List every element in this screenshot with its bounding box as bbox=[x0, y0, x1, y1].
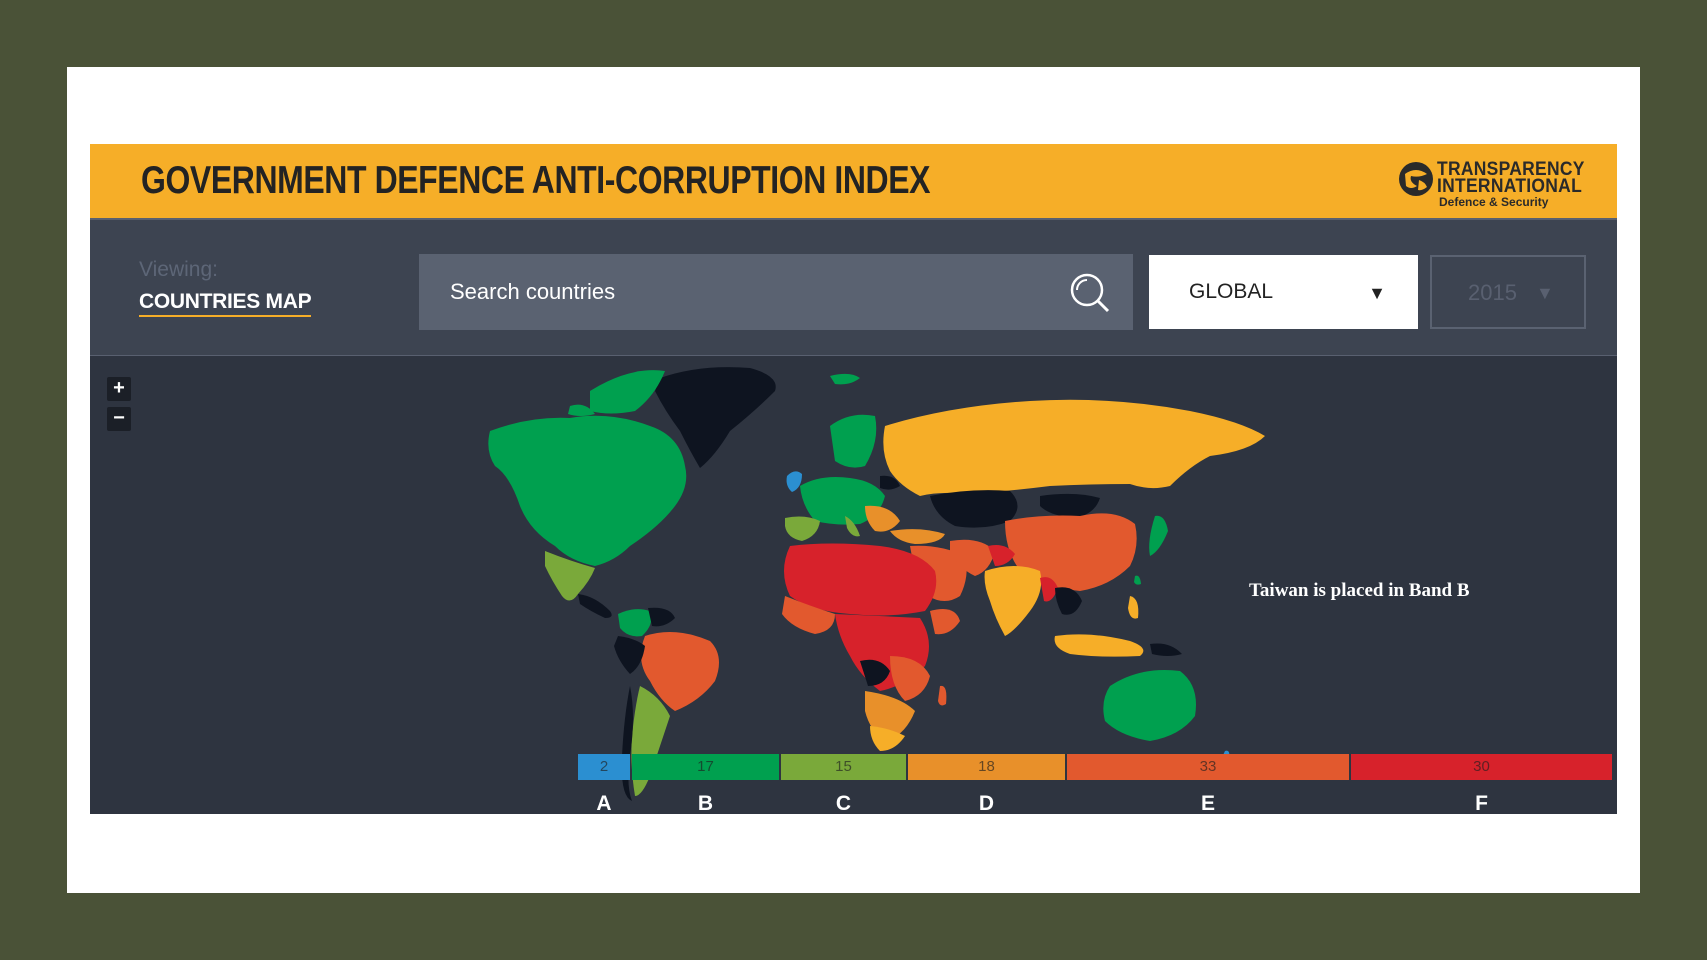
band-c[interactable]: 15 C bbox=[781, 754, 906, 814]
search-input[interactable]: Search countries bbox=[419, 254, 1133, 330]
zoom-in-button[interactable]: + bbox=[107, 377, 131, 401]
search-icon[interactable] bbox=[1067, 270, 1111, 314]
header-bar: GOVERNMENT DEFENCE ANTI-CORRUPTION INDEX… bbox=[90, 144, 1617, 218]
band-count: 18 bbox=[978, 758, 995, 775]
band-legend: 2 A 17 B 15 C 18 D 33 E 30 F bbox=[578, 754, 1612, 814]
region-iran bbox=[950, 539, 995, 576]
band-letter: C bbox=[835, 792, 852, 814]
year-select[interactable]: 2015 ▼ bbox=[1430, 255, 1586, 329]
band-count: 17 bbox=[697, 758, 714, 775]
region-peru bbox=[614, 636, 645, 674]
slide: GOVERNMENT DEFENCE ANTI-CORRUPTION INDEX… bbox=[67, 67, 1640, 893]
region-iberia bbox=[785, 516, 820, 541]
region-iceland bbox=[830, 373, 860, 385]
caret-down-icon: ▼ bbox=[1368, 283, 1386, 303]
band-count: 2 bbox=[599, 758, 609, 775]
region-afghanistan bbox=[988, 545, 1015, 566]
band-e[interactable]: 33 E bbox=[1067, 754, 1349, 814]
region-russia bbox=[883, 399, 1265, 496]
year-select-value: 2015 bbox=[1468, 280, 1517, 305]
band-count: 15 bbox=[835, 758, 852, 775]
region-north-america bbox=[488, 415, 687, 566]
band-letter: A bbox=[596, 792, 612, 814]
region-select[interactable]: GLOBAL ▼ bbox=[1149, 255, 1418, 329]
band-letter: D bbox=[978, 792, 995, 814]
region-japan bbox=[1149, 515, 1168, 556]
region-colombia bbox=[618, 609, 652, 637]
region-south-africa bbox=[870, 726, 905, 751]
logo-text-line1: TRANSPARENCY bbox=[1437, 159, 1585, 180]
band-letter: B bbox=[697, 792, 714, 814]
band-f[interactable]: 30 F bbox=[1351, 754, 1612, 814]
region-kazakhstan bbox=[930, 490, 1018, 528]
world-map[interactable]: + − Taiwan is placed in Band B bbox=[90, 356, 1617, 814]
region-venezuela bbox=[648, 607, 675, 627]
region-greenland bbox=[655, 367, 776, 468]
band-letter: F bbox=[1475, 792, 1488, 814]
region-brazil bbox=[641, 632, 719, 711]
viewing-label: Viewing: bbox=[139, 258, 218, 281]
transparency-international-logo: TRANSPARENCY INTERNATIONAL Defence & Sec… bbox=[1397, 158, 1597, 210]
index-widget: GOVERNMENT DEFENCE ANTI-CORRUPTION INDEX… bbox=[90, 144, 1617, 814]
region-balkans bbox=[865, 505, 900, 532]
region-scandinavia bbox=[830, 414, 877, 468]
region-central-america bbox=[578, 594, 612, 618]
region-east-africa bbox=[890, 656, 930, 701]
region-australia bbox=[1103, 670, 1196, 741]
region-indochina bbox=[1055, 587, 1082, 615]
globe-logo-icon bbox=[1399, 162, 1433, 196]
view-mode-link[interactable]: COUNTRIES MAP bbox=[139, 290, 312, 317]
region-madagascar bbox=[938, 685, 947, 706]
logo-text-line2: INTERNATIONAL bbox=[1437, 176, 1583, 197]
band-b[interactable]: 17 B bbox=[632, 754, 779, 814]
region-myanmar bbox=[1040, 577, 1058, 602]
region-select-value: GLOBAL bbox=[1189, 280, 1274, 303]
band-count: 33 bbox=[1199, 758, 1217, 775]
region-mongolia bbox=[1040, 493, 1100, 518]
region-taiwan bbox=[1134, 575, 1141, 585]
zoom-out-button[interactable]: − bbox=[107, 407, 131, 431]
band-a[interactable]: 2 A bbox=[578, 754, 630, 814]
region-north-africa bbox=[784, 543, 937, 616]
region-belarus bbox=[880, 475, 900, 490]
region-west-africa bbox=[782, 596, 835, 634]
search-placeholder: Search countries bbox=[450, 279, 616, 304]
region-india bbox=[984, 566, 1042, 636]
logo-text-line3: Defence & Security bbox=[1439, 195, 1549, 209]
region-horn-of-africa bbox=[930, 608, 960, 635]
world-map-svg[interactable] bbox=[90, 356, 1617, 814]
region-philippines bbox=[1128, 596, 1139, 619]
region-turkey bbox=[890, 529, 945, 544]
region-indonesia bbox=[1054, 634, 1144, 657]
region-arctic-islands bbox=[590, 370, 665, 414]
band-count: 30 bbox=[1473, 758, 1490, 775]
region-western-europe bbox=[800, 477, 885, 525]
region-mexico bbox=[545, 551, 595, 601]
page-title: GOVERNMENT DEFENCE ANTI-CORRUPTION INDEX bbox=[141, 159, 931, 202]
band-letter: E bbox=[1200, 792, 1215, 814]
region-angola bbox=[860, 659, 890, 686]
caret-down-icon: ▼ bbox=[1536, 283, 1554, 303]
region-italy bbox=[845, 516, 860, 537]
region-uk bbox=[786, 471, 802, 492]
band-d[interactable]: 18 D bbox=[908, 754, 1065, 814]
taiwan-annotation: Taiwan is placed in Band B bbox=[1249, 580, 1470, 601]
controls-bar: Viewing: COUNTRIES MAP Search countries … bbox=[90, 218, 1617, 356]
region-papua bbox=[1150, 643, 1182, 656]
